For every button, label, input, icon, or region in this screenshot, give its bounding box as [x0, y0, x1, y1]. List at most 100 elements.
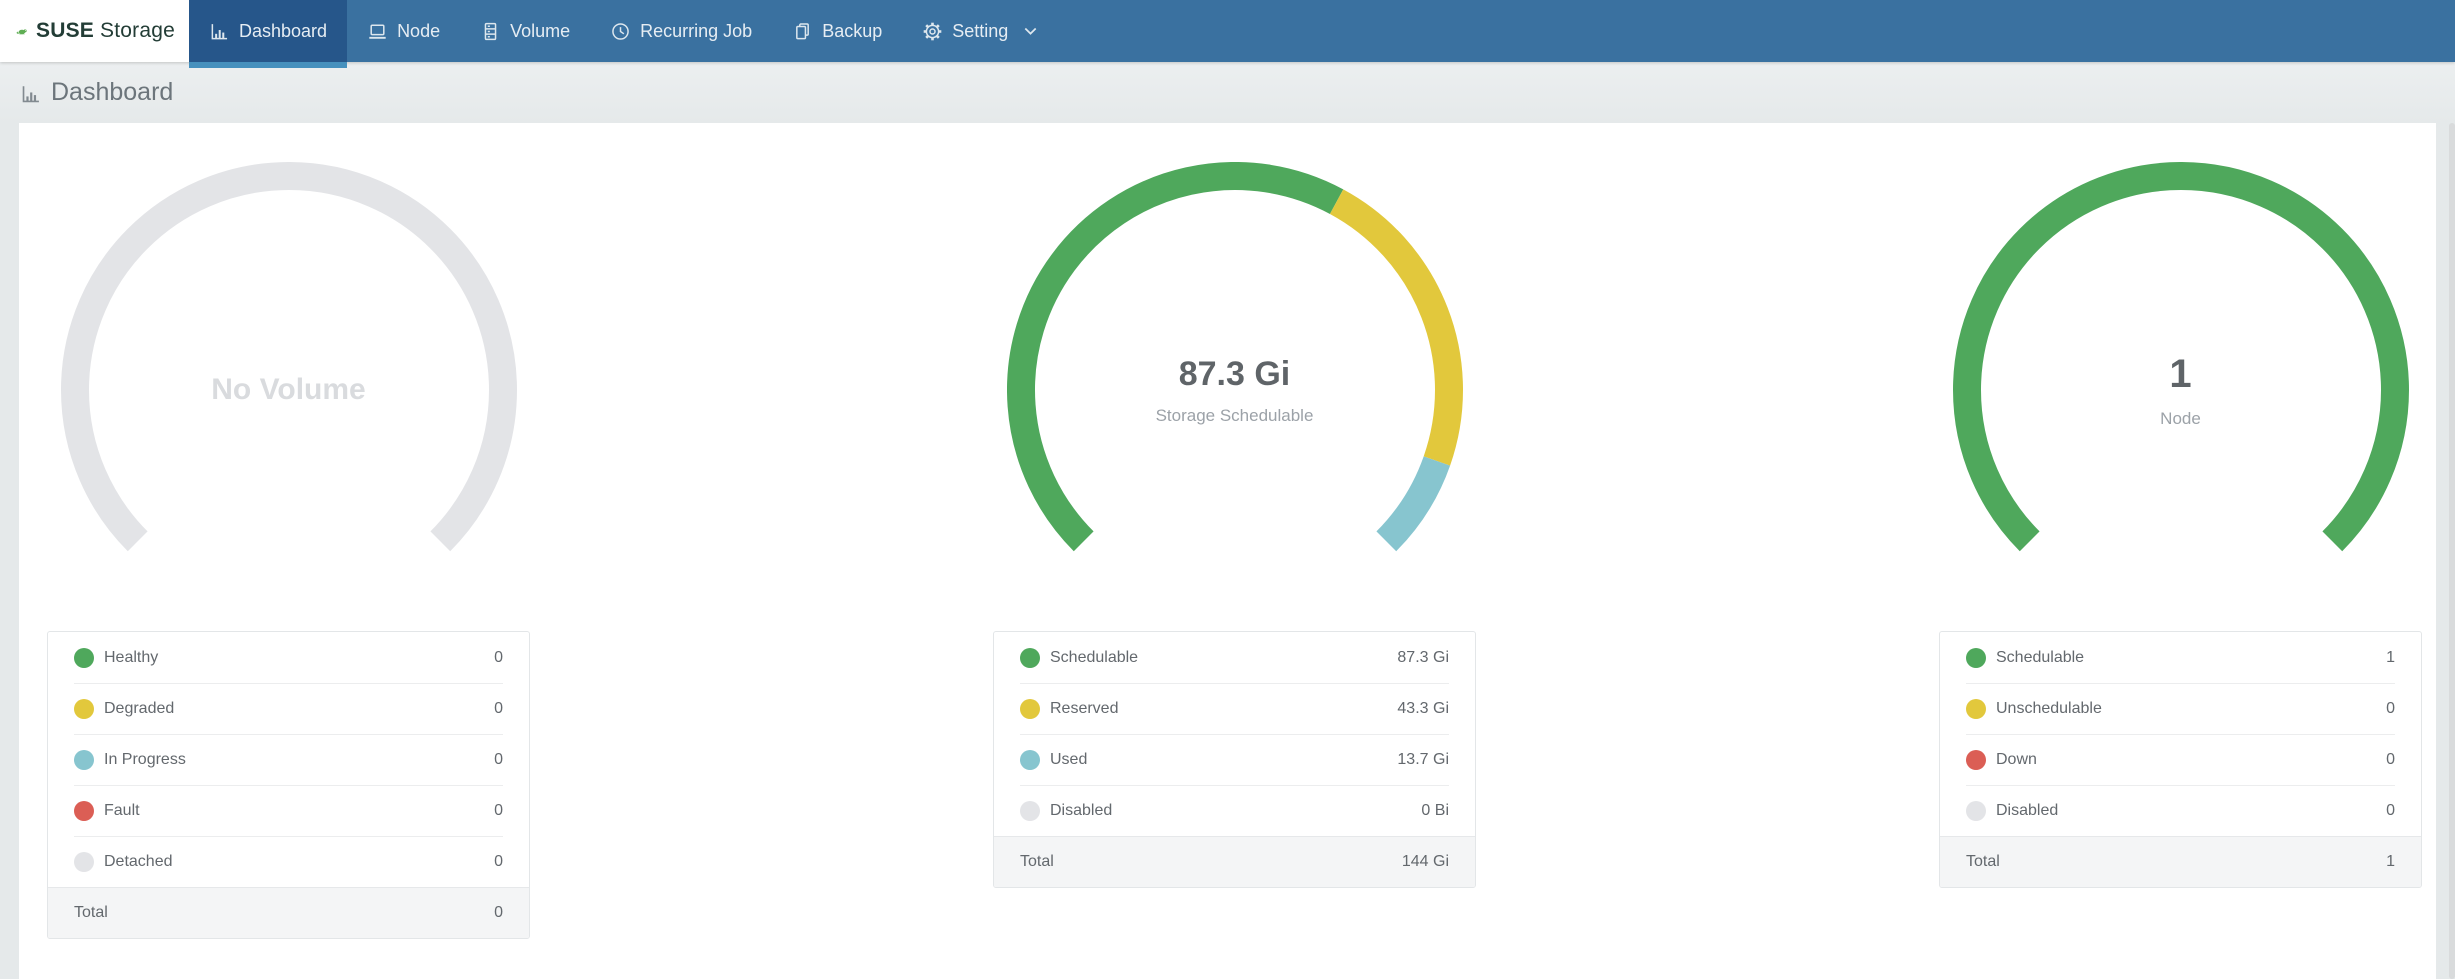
gauge-segment-schedulable [1006, 162, 1343, 552]
legend-value: 43.3 Gi [1397, 699, 1449, 717]
brand-name-bold: SUSE [36, 19, 94, 42]
legend-label: Unschedulable [1996, 699, 2102, 717]
brand-name-regular: Storage [100, 19, 175, 42]
legend-dot [1020, 800, 1040, 821]
legend-value: 1 [2386, 648, 2395, 666]
legend-label: Schedulable [1050, 648, 1139, 666]
table-row: Degraded 0 [48, 683, 529, 734]
bar-chart-icon [22, 86, 39, 103]
legend-dot [74, 749, 94, 770]
legend-value: 0 [494, 801, 503, 819]
total-value: 1 [2386, 853, 2395, 870]
nav-item-node[interactable]: Node [347, 0, 460, 62]
nav-item-setting[interactable]: Setting [902, 0, 1057, 62]
legend-dot [74, 647, 94, 668]
storage-gauge-chart [1006, 162, 1463, 552]
gauge-segment-reserved [1329, 189, 1463, 466]
table-row: Fault 0 [48, 785, 529, 836]
server-icon [480, 21, 501, 42]
legend-dot [1020, 647, 1040, 668]
legend-dot [1966, 698, 1986, 719]
legend-value: 0 Bi [1421, 801, 1449, 819]
total-value: 0 [494, 904, 503, 921]
table-row: Unschedulable 0 [1940, 683, 2421, 734]
legend-label: Fault [104, 801, 140, 819]
legend-value: 0 [494, 648, 503, 666]
volume-column: No Volume Healthy 0 Degraded 0 In Progre… [47, 162, 530, 939]
legend-value: 0 [494, 699, 503, 717]
suse-chameleon-icon [16, 28, 27, 35]
vertical-scrollbar[interactable] [2449, 123, 2455, 979]
legend-value: 0 [494, 750, 503, 768]
dashboard-card: No Volume Healthy 0 Degraded 0 In Progre… [19, 123, 2436, 979]
nav-item-volume[interactable]: Volume [460, 0, 590, 62]
nav-item-backup[interactable]: Backup [772, 0, 902, 62]
nav-item-label: Node [397, 20, 441, 41]
volume-gauge: No Volume [60, 162, 517, 618]
table-row: Disabled 0 [1940, 785, 2421, 836]
legend-value: 0 [494, 852, 503, 870]
legend-dot [1966, 800, 1986, 821]
legend-label: Detached [104, 852, 173, 870]
legend-value: 0 [2386, 699, 2395, 717]
legend-label: In Progress [104, 750, 186, 768]
total-label: Total [1966, 853, 2000, 870]
table-total-row: Total 1 [1940, 836, 2421, 887]
legend-label: Used [1050, 750, 1088, 768]
nav-item-label: Volume [510, 20, 571, 41]
gear-icon [922, 21, 943, 42]
nav-item-label: Dashboard [239, 20, 328, 41]
table-row: Reserved 43.3 Gi [994, 683, 1475, 734]
legend-dot [74, 851, 94, 872]
legend-label: Healthy [104, 648, 159, 666]
table-row: Healthy 0 [48, 632, 529, 683]
legend-dot [74, 698, 94, 719]
legend-value: 0 [2386, 801, 2395, 819]
nav-items: Dashboard Node Volume Recurring Job [189, 0, 1057, 68]
legend-dot [1966, 749, 1986, 770]
storage-legend-table: Schedulable 87.3 Gi Reserved 43.3 Gi Use… [993, 631, 1476, 888]
legend-dot [1020, 749, 1040, 770]
volume-gauge-chart [60, 162, 517, 552]
brand-logo[interactable]: SUSE Storage [0, 0, 189, 62]
brand-name: SUSE Storage [36, 19, 175, 43]
legend-value: 87.3 Gi [1397, 648, 1449, 666]
nav-item-recurring-job[interactable]: Recurring Job [590, 0, 772, 62]
legend-label: Disabled [1996, 801, 2059, 819]
table-row: In Progress 0 [48, 734, 529, 785]
laptop-icon [367, 21, 388, 42]
volume-legend-table: Healthy 0 Degraded 0 In Progress 0 Fault… [47, 631, 530, 939]
legend-dot [1966, 647, 1986, 668]
storage-column: 87.3 Gi Storage Schedulable Schedulable … [993, 162, 1476, 888]
copy-icon [792, 21, 813, 42]
legend-label: Disabled [1050, 801, 1113, 819]
table-row: Detached 0 [48, 836, 529, 887]
gauge-segment-no-volume [60, 162, 517, 552]
total-value: 144 Gi [1401, 853, 1449, 870]
legend-label: Down [1996, 750, 2037, 768]
legend-value: 13.7 Gi [1397, 750, 1449, 768]
table-row: Schedulable 1 [1940, 632, 2421, 683]
gauge-segment-schedulable [1952, 162, 2409, 552]
gauge-segment-used [1375, 456, 1450, 552]
top-navbar: SUSE Storage Dashboard Node [0, 0, 2455, 68]
clock-icon [610, 21, 631, 42]
table-total-row: Total 144 Gi [994, 836, 1475, 887]
storage-gauge: 87.3 Gi Storage Schedulable [1006, 162, 1463, 618]
legend-label: Reserved [1050, 699, 1119, 717]
nav-item-label: Backup [822, 20, 883, 41]
legend-value: 0 [2386, 750, 2395, 768]
node-gauge-chart [1952, 162, 2409, 552]
total-label: Total [1020, 853, 1054, 870]
node-gauge: 1 Node [1952, 162, 2409, 618]
table-row: Used 13.7 Gi [994, 734, 1475, 785]
node-legend-table: Schedulable 1 Unschedulable 0 Down 0 Dis… [1939, 631, 2422, 888]
page-title: Dashboard [51, 78, 174, 106]
legend-dot [74, 800, 94, 821]
total-label: Total [74, 904, 108, 921]
table-total-row: Total 0 [48, 887, 529, 938]
bar-chart-icon [209, 21, 230, 42]
nav-item-dashboard[interactable]: Dashboard [189, 0, 348, 68]
legend-dot [1020, 698, 1040, 719]
table-row: Disabled 0 Bi [994, 785, 1475, 836]
